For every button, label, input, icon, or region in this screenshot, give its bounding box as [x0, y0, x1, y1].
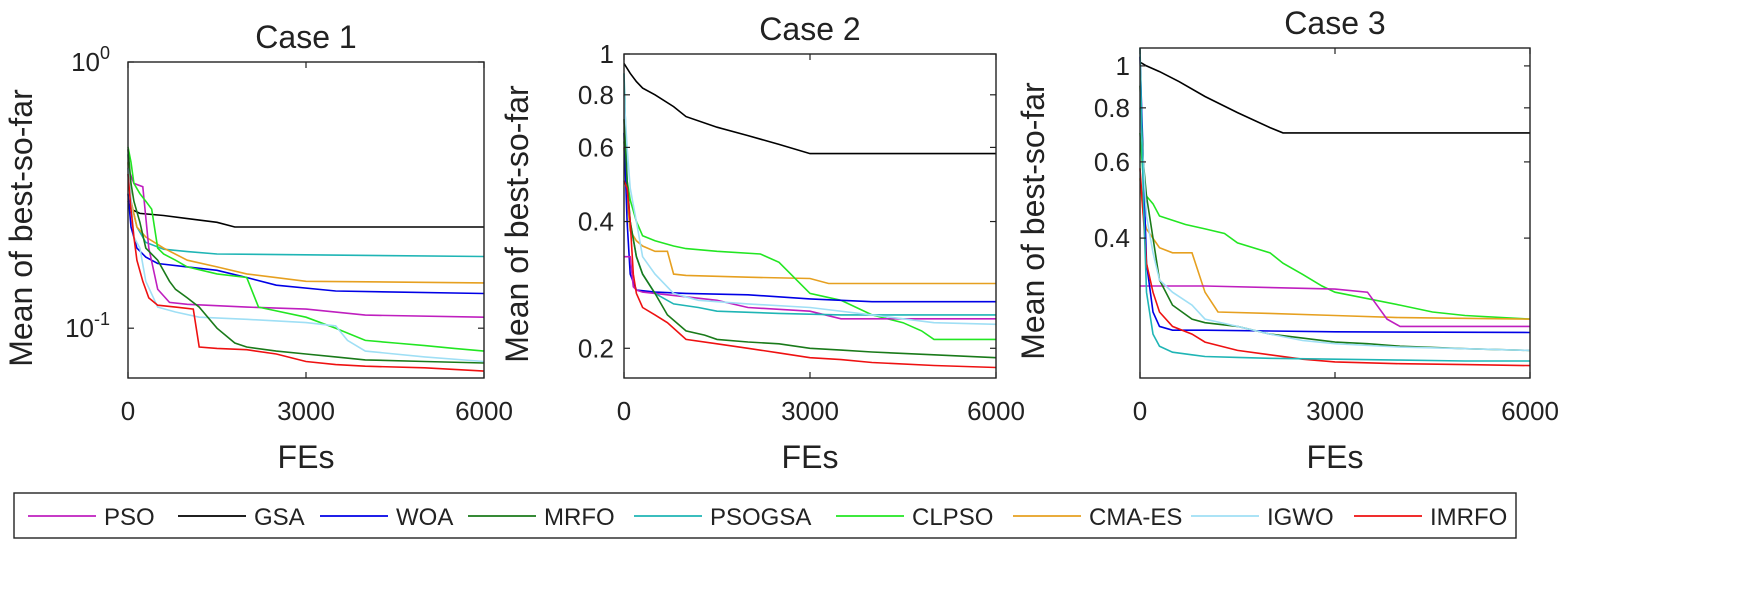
x-tick-label: 3000 — [1306, 396, 1364, 426]
y-axis-label: Mean of best-so-far — [499, 85, 535, 363]
legend-box — [13, 492, 1517, 539]
series-woa-line — [127, 193, 485, 295]
series-gsa-line — [1139, 61, 1530, 134]
chart-title: Case 3 — [1284, 5, 1385, 41]
legend-label-woa: WOA — [396, 504, 453, 531]
y-tick-label: 10-1 — [65, 309, 110, 343]
y-tick-label: 0.4 — [1094, 223, 1130, 253]
y-tick-label: 100 — [71, 43, 110, 77]
y-tick-label: 0.8 — [1094, 93, 1130, 123]
axes-frame — [623, 53, 997, 379]
y-axis-label: Mean of best-so-far — [3, 89, 39, 367]
panel-case-1: 0 3000 6000 100 10-1 Case 1 FEs Mean of best-so… — [3, 19, 513, 475]
legend-label-pso: PSO — [104, 504, 155, 531]
series-igwo-line — [127, 167, 485, 363]
chart-title: Case 2 — [759, 11, 860, 47]
series-psogsa-line — [1139, 47, 1530, 362]
series-clpso-line — [127, 146, 485, 352]
y-tick-label: 1 — [600, 39, 614, 69]
series-cma-es-line — [127, 162, 485, 284]
series-mrfo-line — [623, 119, 997, 359]
y-axis-label: Mean of best-so-far — [1015, 82, 1051, 360]
series-gsa-line — [623, 62, 996, 155]
legend-label-gsa: GSA — [254, 504, 305, 531]
series-woa-line — [1139, 56, 1531, 334]
legend-label-clpso: CLPSO — [912, 504, 993, 531]
series-mrfo-line — [1139, 85, 1531, 352]
x-axis-label: FEs — [782, 439, 839, 475]
legend-label-imrfo: IMRFO — [1430, 504, 1507, 531]
x-tick-label: 0 — [1133, 396, 1147, 426]
x-tick-label: 6000 — [967, 396, 1025, 426]
series-igwo-line — [623, 94, 997, 326]
series-gsa-line — [127, 200, 484, 228]
x-tick-label: 3000 — [781, 396, 839, 426]
x-tick-label: 6000 — [455, 396, 513, 426]
series-clpso-line — [623, 141, 996, 341]
y-tick-label: 1 — [1116, 51, 1130, 81]
x-tick-label: 3000 — [277, 396, 335, 426]
axes-frame — [1139, 47, 1531, 379]
series-imrfo-line — [1139, 168, 1531, 367]
legend-label-cma-es: CMA-ES — [1089, 504, 1182, 531]
series-cma-es-line — [623, 147, 996, 285]
x-tick-label: 0 — [121, 396, 135, 426]
panel-case-2: 0 3000 6000 1 0.8 0.6 0.4 0.2 Case 2 FEs Mean of b… — [499, 11, 1025, 475]
series-imrfo-line — [127, 173, 485, 372]
series-pso-line — [1140, 285, 1530, 328]
y-tick-label: 0.8 — [578, 80, 614, 110]
x-axis-label: FEs — [1307, 439, 1364, 475]
series-psogsa-line — [127, 154, 485, 258]
series-pso-line — [624, 255, 996, 320]
series-clpso-line — [1139, 132, 1531, 320]
chart-title: Case 1 — [255, 19, 356, 55]
series-woa-line — [623, 132, 996, 303]
legend-label-psogsa: PSOGSA — [710, 504, 811, 531]
y-tick-label: 0.4 — [578, 207, 614, 237]
y-tick-label: 0.2 — [578, 333, 614, 363]
x-tick-label: 0 — [617, 396, 631, 426]
legend-label-mrfo: MRFO — [544, 504, 615, 531]
x-tick-label: 6000 — [1501, 396, 1559, 426]
y-tick-label: 0.6 — [1094, 147, 1130, 177]
axes-frame — [127, 61, 485, 379]
legend: PSO GSA WOA MRFO PSOGSA CLPSO CMA-ES IGWO IMRFO — [13, 492, 1517, 539]
y-tick-label: 0.6 — [578, 132, 614, 162]
x-axis-label: FEs — [278, 439, 335, 475]
legend-label-igwo: IGWO — [1267, 504, 1334, 531]
series-cma-es-line — [1139, 178, 1531, 320]
series-mrfo-line — [127, 149, 485, 364]
panel-case-3: 0 3000 6000 1 0.8 0.6 0.4 Case 3 FEs Mean of best… — [1015, 5, 1559, 475]
series-igwo-line — [1139, 107, 1531, 352]
series-imrfo-line — [623, 180, 997, 369]
series-pso-line — [127, 167, 485, 318]
